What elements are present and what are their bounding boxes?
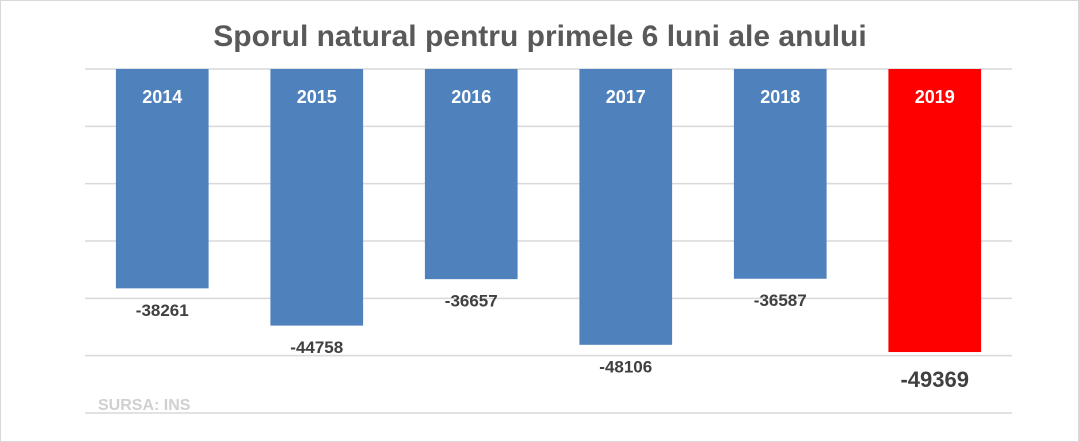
category-label: 2018 [760,87,800,107]
bar [424,69,518,280]
value-label: -44758 [290,338,343,357]
value-label: -36587 [754,291,807,310]
bar [270,69,364,326]
category-label: 2015 [297,87,337,107]
bar [733,69,827,279]
bar [579,69,673,345]
chart-title: Sporul natural pentru primele 6 luni ale… [213,20,866,53]
category-label: 2017 [606,87,646,107]
category-label: 2016 [451,87,491,107]
value-label: -48106 [599,357,652,376]
value-label: -49369 [900,367,969,392]
bar [888,69,982,353]
category-label: 2014 [142,87,182,107]
category-label: 2019 [915,87,955,107]
source-note: SURSA: INS [98,397,191,414]
value-label: -38261 [136,301,189,320]
value-label: -36657 [445,292,498,311]
bar [115,69,209,289]
